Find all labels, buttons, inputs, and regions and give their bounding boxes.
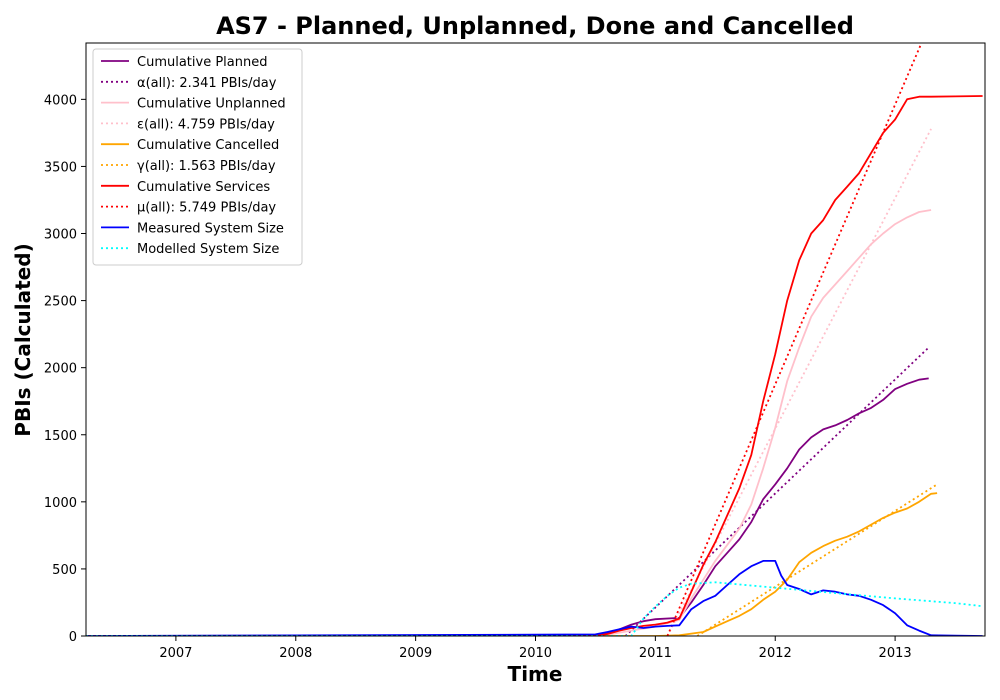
series-line-1 [86,377,929,636]
chart-title: AS7 - Planned, Unplanned, Done and Cance… [216,12,854,40]
x-tick-label: 2013 [879,646,912,661]
legend: Cumulative Planned α(all): 2.341 PBIs/day… [92,48,303,266]
x-axis-label: Time [508,662,563,686]
legend-label: γ(all): 1.563 PBIs/day [137,159,276,174]
legend-label: Modelled System Size [137,242,279,257]
legend-label: ε(all): 4.759 PBIs/day [137,117,275,132]
y-tick-label: 500 [52,563,77,578]
legend-label: Cumulative Services [137,180,270,195]
y-tick-label: 2500 [44,295,77,310]
legend-label: α(all): 2.341 PBIs/day [137,76,277,91]
y-tick-label: 1000 [44,496,77,511]
legend-box [92,48,303,266]
series-line-7 [86,95,983,636]
y-tick-label: 1500 [44,429,77,444]
y-tick-label: 0 [69,630,77,645]
series-line-5 [86,492,938,636]
legend-label: Cumulative Cancelled [137,138,279,153]
legend-label: Cumulative Planned [137,55,267,70]
legend-label: μ(all): 5.749 PBIs/day [137,201,276,216]
x-tick-label: 2009 [399,646,432,661]
axes: 2007 2008 2009 2010 2011 2012 2013 0 500 1000 1500… [44,42,986,661]
x-tick-label: 2010 [519,646,552,661]
plot-area [86,43,983,636]
legend-label: Measured System Size [137,221,284,236]
y-tick-label: 2000 [44,362,77,377]
series-line-9 [86,560,983,636]
series-line-2 [624,346,930,636]
x-tick-label: 2011 [639,646,672,661]
y-axis-label: PBIs (Calculated) [11,243,35,436]
series-line-6 [696,483,938,636]
legend-label: Cumulative Unplanned [137,97,286,112]
x-tick-label: 2012 [759,646,792,661]
x-tick-label: 2007 [159,646,192,661]
y-tick-label: 3500 [44,160,77,175]
series-line-10 [86,581,983,636]
y-tick-label: 3000 [44,228,77,243]
series-line-3 [86,209,932,636]
y-tick-label: 4000 [44,93,77,108]
x-tick-label: 2008 [279,646,312,661]
series-line-4 [666,128,932,636]
series-group [86,43,983,636]
